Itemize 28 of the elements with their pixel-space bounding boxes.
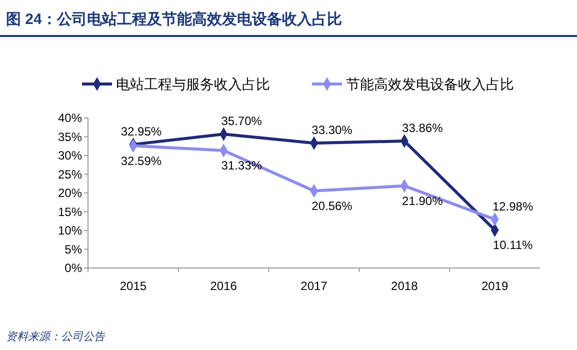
data-label: 31.33% bbox=[221, 158, 262, 173]
data-label: 32.59% bbox=[120, 154, 162, 168]
legend-label: 电站工程与服务收入占比 bbox=[116, 76, 270, 92]
x-tick-label: 2015 bbox=[120, 279, 147, 293]
legend-label: 节能高效发电设备收入占比 bbox=[346, 76, 514, 92]
y-tick-label: 40% bbox=[58, 111, 82, 125]
y-tick-label: 35% bbox=[58, 130, 82, 144]
data-label: 33.30% bbox=[312, 123, 353, 138]
y-tick-label: 25% bbox=[58, 167, 82, 182]
data-label: 32.95% bbox=[120, 124, 162, 138]
y-tick-label: 15% bbox=[58, 204, 82, 219]
y-tick-label: 10% bbox=[58, 224, 82, 238]
text: 资料来源：公司公告 bbox=[6, 330, 106, 343]
data-label: 12.98% bbox=[492, 199, 534, 214]
x-tick-label: 2018 bbox=[391, 279, 418, 293]
x-tick-label: 2019 bbox=[481, 279, 508, 293]
y-tick-label: 0% bbox=[64, 261, 82, 275]
x-tick-label: 2016 bbox=[210, 279, 238, 293]
chart-title: 图 24：公司电站工程及节能高效发电设备收入占比 bbox=[6, 10, 342, 28]
y-tick-label: 5% bbox=[64, 242, 82, 256]
data-label: 35.70% bbox=[221, 114, 262, 128]
y-tick-label: 20% bbox=[58, 186, 82, 200]
data-label: 21.90% bbox=[402, 194, 444, 208]
data-label: 20.56% bbox=[312, 198, 353, 213]
y-tick-label: 30% bbox=[58, 148, 82, 162]
x-tick-label: 2017 bbox=[300, 279, 328, 293]
data-label: 10.11% bbox=[492, 238, 534, 252]
data-label: 33.86% bbox=[402, 121, 444, 136]
